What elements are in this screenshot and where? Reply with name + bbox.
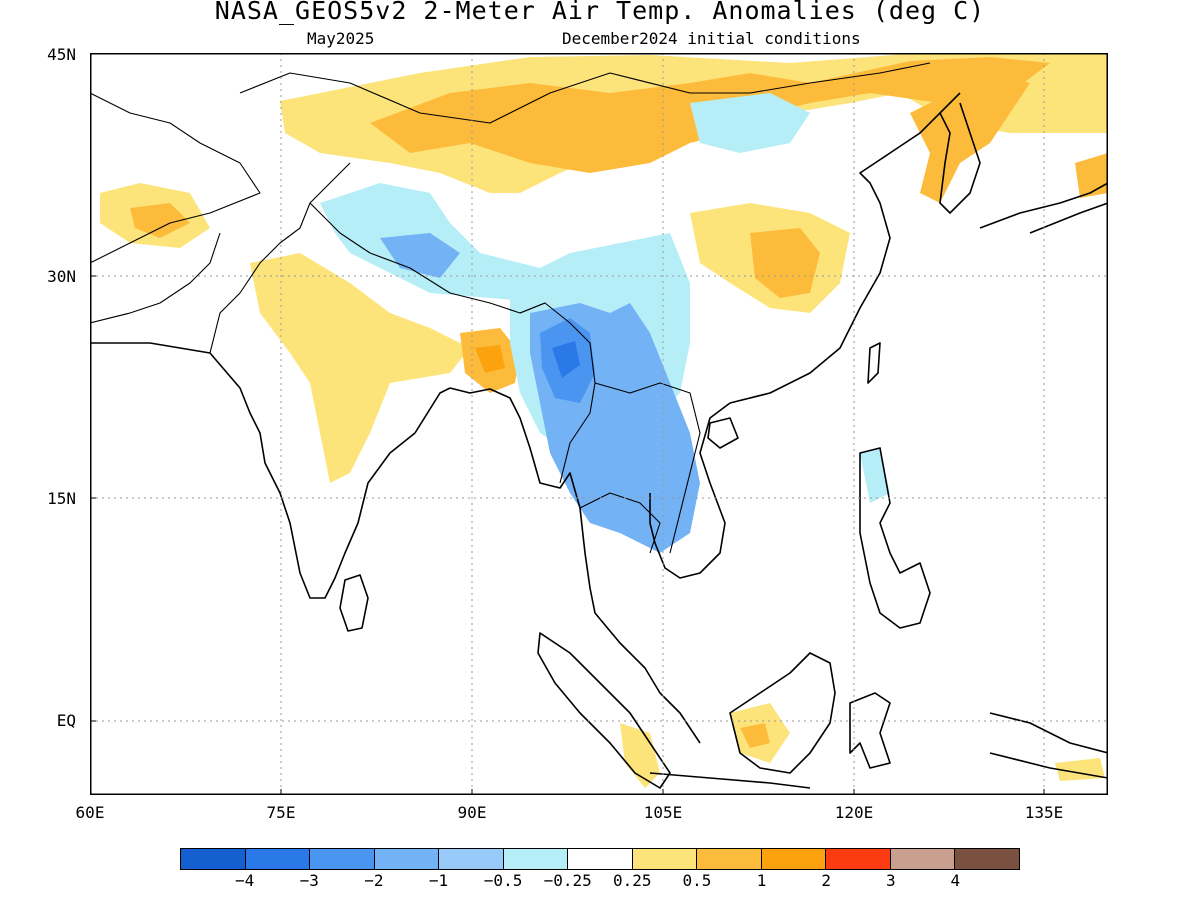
legend-swatch [697,849,762,869]
border-india-pakistan [209,162,351,354]
legend-label: −0.25 [543,871,592,890]
coastline-borneo [729,652,836,774]
coastlines [90,92,1108,789]
lat-label-eq: EQ [56,711,76,730]
lon-label-105e: 105E [643,803,683,822]
legend-swatch [568,849,633,869]
country-borders [90,62,931,554]
legend-label: 1 [756,871,767,890]
legend-swatch [310,849,375,869]
anomaly-region-tibet-cool-2 [380,233,460,278]
coastline-china-east [729,92,961,404]
coastline-philippines [859,447,931,629]
border-india-china [309,202,546,314]
border-afghanistan [90,232,221,324]
legend-label: 0.25 [613,871,652,890]
legend-label: −4 [234,871,255,890]
lat-label-15n: 15N [47,489,76,508]
coastline-india [90,342,451,599]
legend-swatch [826,849,891,869]
anomaly-region-afghanistan-warm-core [130,203,190,238]
coastline-java [649,772,811,789]
lon-label-120e: 120E [834,803,874,822]
initial-conditions: December2024 initial conditions [562,29,861,48]
map-title: NASA_GEOS5v2 2-Meter Air Temp. Anomalies… [214,0,986,25]
anomaly-region-tibet-cool [320,183,590,303]
legend-swatch [890,849,956,869]
coastline-hainan [707,417,739,449]
lon-label-75e: 75E [266,803,296,822]
anomaly-region-borneo-warm-core [740,723,770,748]
anomaly-fields [100,53,1108,788]
graticule [90,53,1108,795]
lon-label-135e: 135E [1024,803,1064,822]
coastline-sulawesi [849,692,891,769]
lon-label-90e: 90E [457,803,487,822]
lon-label-60e: 60E [75,803,105,822]
legend-label: −0.5 [483,871,523,890]
legend-swatch [245,849,311,869]
border-myanmar [519,302,596,484]
legend-label: 3 [885,871,896,890]
anomaly-region-sumatra-warm [620,723,660,788]
coastline-korea [939,102,981,214]
anomaly-region-china-cool [690,93,810,153]
legend-label: 4 [950,871,961,890]
anomaly-region-india-north-warm [250,253,470,483]
border-laos-vietnam [594,382,701,554]
legend-label: 0.5 [682,871,712,890]
legend-swatch [439,849,504,869]
legend-swatch [632,849,698,869]
color-legend [180,848,1020,870]
lat-label-45n: 45N [47,45,76,64]
coastline-taiwan [867,342,881,384]
coastline-new-guinea [989,712,1108,779]
legend-swatch [181,849,246,869]
forecast-month: May2025 [307,29,375,48]
legend-label: −1 [428,871,449,890]
lat-label-30n: 30N [47,267,76,286]
legend-swatch [761,849,827,869]
legend-label: 2 [821,871,831,890]
anomaly-region-central-china-core [750,228,820,298]
legend-label: −3 [299,871,319,890]
coastline-japan [979,182,1108,234]
anomaly-region-bangladesh-core [475,345,505,373]
legend-label: −2 [364,871,384,890]
legend-swatch [955,849,1019,869]
border-central-asia [90,92,261,264]
anomaly-region-myanmar-colder [552,341,580,378]
legend-swatch [374,849,440,869]
border-china-north [239,62,931,124]
legend-swatch [503,849,569,869]
coastline-sri-lanka [339,574,369,632]
anomaly-map [90,53,1108,795]
map-frame [90,53,1108,795]
coastline-myanmar-thailand [449,387,701,744]
coastline-sumatra [537,632,671,789]
anomaly-region-northeast-korea [910,73,1030,203]
